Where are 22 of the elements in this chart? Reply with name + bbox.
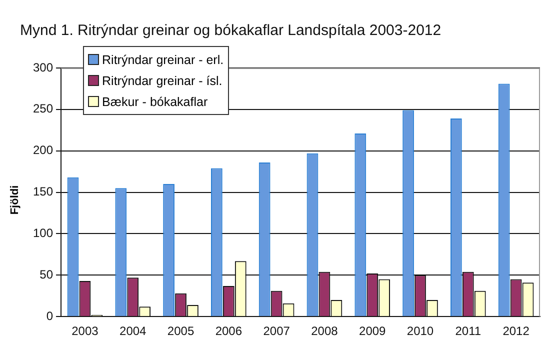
x-tick-label: 2004 [120, 324, 147, 338]
y-tick-label: 300 [32, 60, 54, 74]
x-tick-label: 2005 [167, 324, 194, 338]
x-tick-label: 2007 [263, 324, 290, 338]
x-tick-label: 2009 [359, 324, 386, 338]
y-tick-label: 50 [40, 267, 54, 282]
y-tick-label: 250 [32, 102, 54, 116]
y-axis-title: Fjöldi [9, 185, 21, 215]
x-tick-label: 2010 [406, 324, 434, 338]
legend-label: Bækur - bókakaflar [101, 94, 209, 110]
y-tick-label: 100 [32, 226, 54, 240]
x-tick-label: 2011 [455, 324, 482, 338]
x-tick-label: 2012 [502, 324, 530, 338]
y-tick-label: 150 [32, 184, 54, 199]
x-tick-label: 2008 [311, 324, 338, 338]
x-tick-label: 2003 [72, 324, 99, 338]
chart-title: Mynd 1. Ritrýndar greinar og bókakaflar Landspítala 2003-2012 [20, 22, 442, 39]
legend-label: Ritrýndar greinar - erl. [101, 52, 224, 69]
y-tick-label: 0 [46, 308, 54, 323]
legend-label: Ritrýndar greinar - ísl. [101, 72, 224, 90]
y-tick-label: 200 [32, 143, 54, 158]
x-tick-label: 2006 [215, 324, 242, 338]
